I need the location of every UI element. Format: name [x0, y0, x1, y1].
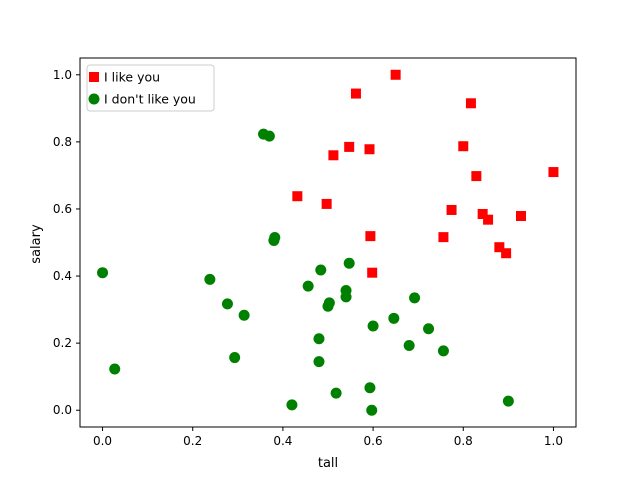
point-series-1-2 — [350, 88, 361, 99]
point-series-2-2 — [263, 130, 275, 142]
point-series-2-6 — [343, 257, 355, 269]
point-series-2-22 — [437, 345, 449, 357]
point-series-2-8 — [204, 273, 216, 285]
y-tick-label-1: 0.0 — [53, 403, 72, 417]
point-series-1-13 — [477, 208, 488, 219]
point-series-1-10 — [292, 191, 303, 202]
legend: I like you I don't like you — [86, 64, 215, 112]
point-series-2-20 — [313, 333, 325, 345]
point-series-1-8 — [471, 171, 482, 182]
point-series-2-11 — [340, 291, 352, 303]
axes: 0.0 0.2 0.4 0.6 0.8 1.0 0.0 0.2 0.4 0.6 0.8 1.0 — [53, 57, 577, 448]
point-series-2-27 — [330, 387, 342, 399]
point-series-2-4 — [268, 234, 280, 246]
point-series-2-30 — [366, 404, 378, 416]
point-series-1-7 — [458, 141, 469, 152]
point-series-1-3 — [465, 98, 476, 109]
legend-box — [86, 64, 215, 112]
y-tick-label-3: 0.4 — [53, 269, 72, 283]
point-series-2-28 — [502, 395, 514, 407]
x-tick-label-5: 0.8 — [454, 434, 473, 448]
point-series-1-20 — [367, 267, 378, 278]
point-series-1-18 — [494, 242, 505, 253]
y-tick-label-2: 0.2 — [53, 336, 72, 350]
point-series-2-24 — [313, 356, 325, 368]
y-axis-label: salary — [29, 224, 44, 264]
point-series-2-5 — [97, 267, 109, 279]
point-series-1-4 — [344, 141, 355, 152]
point-series-2-15 — [221, 298, 233, 310]
point-series-2-18 — [367, 320, 379, 332]
point-series-2-26 — [364, 382, 376, 394]
x-tick-label-4: 0.6 — [364, 434, 383, 448]
x-tick-label-3: 0.4 — [273, 434, 292, 448]
point-series-2-23 — [229, 352, 241, 364]
axes-frame — [79, 57, 577, 428]
y-tick-label-6: 1.0 — [53, 68, 72, 82]
x-tick-label-2: 0.2 — [183, 434, 202, 448]
legend-label-2: I don't like you — [104, 92, 196, 107]
point-series-2-16 — [238, 309, 250, 321]
point-series-2-21 — [403, 339, 415, 351]
point-series-1-14 — [483, 214, 494, 225]
legend-marker-1 — [89, 72, 99, 82]
point-series-2-14 — [322, 300, 334, 312]
data-marks — [97, 69, 559, 416]
point-series-1-1 — [390, 69, 401, 80]
x-tick-label-1: 0.0 — [93, 434, 112, 448]
point-series-1-9 — [548, 167, 559, 178]
point-series-2-25 — [109, 363, 121, 375]
x-tick-label-6: 1.0 — [544, 434, 563, 448]
y-tick-label-4: 0.6 — [53, 202, 72, 216]
point-series-2-12 — [409, 292, 421, 304]
x-axis-label: tall — [318, 456, 338, 471]
point-series-1-6 — [364, 144, 375, 155]
legend-marker-2 — [88, 93, 100, 105]
point-series-1-5 — [328, 150, 339, 161]
point-series-1-15 — [515, 210, 526, 221]
point-series-2-9 — [302, 280, 314, 292]
point-series-2-29 — [286, 399, 298, 411]
plot-background — [80, 58, 576, 427]
point-series-2-19 — [423, 323, 435, 335]
point-series-1-16 — [365, 231, 376, 242]
plot-area — [80, 58, 576, 427]
y-tick-label-5: 0.8 — [53, 135, 72, 149]
point-series-1-17 — [438, 232, 449, 243]
point-series-1-12 — [446, 204, 457, 215]
point-series-1-19 — [501, 248, 512, 259]
legend-label-1: I like you — [104, 70, 160, 85]
point-series-2-17 — [388, 312, 400, 324]
point-series-2-7 — [315, 264, 327, 276]
point-series-1-11 — [321, 198, 332, 209]
